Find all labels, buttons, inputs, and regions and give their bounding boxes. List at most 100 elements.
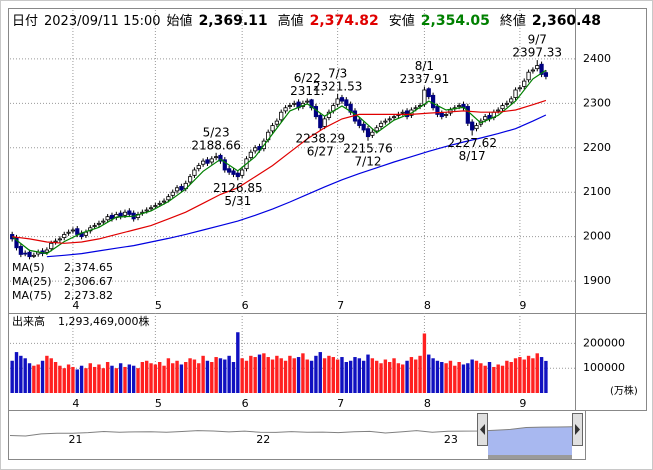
volume-bar xyxy=(361,360,366,393)
candle-body xyxy=(144,209,149,212)
x-tick-label: 4 xyxy=(72,397,79,410)
candle-body xyxy=(530,69,536,72)
volume-bar xyxy=(179,364,184,393)
header-value: 2,369.11 xyxy=(198,13,268,29)
volume-bar xyxy=(388,362,392,393)
candle-body xyxy=(465,106,470,124)
candle-body xyxy=(227,168,232,173)
volume-bar xyxy=(27,363,32,393)
volume-title: 出来高 xyxy=(12,314,45,328)
volume-bar xyxy=(487,362,492,393)
x-tick-label: 8 xyxy=(424,299,431,312)
volume-bar xyxy=(531,358,535,393)
candle-body xyxy=(339,97,345,102)
candle-body xyxy=(240,169,245,176)
volume-bar xyxy=(197,363,201,393)
quote-header: 日付 2023/09/11 15:00 始値 2,369.11 高値 2,374.82 安値… xyxy=(12,10,605,29)
candle-body xyxy=(365,128,371,138)
header-label: 高値 xyxy=(277,14,304,29)
volume-bar xyxy=(409,357,414,393)
annotation-date: 8/1 xyxy=(415,59,434,73)
volume-bar xyxy=(10,360,14,393)
volume-bar xyxy=(505,360,509,393)
annotation-value: 2397.33 xyxy=(512,46,562,60)
y-tick-label: 200000 xyxy=(583,336,625,349)
handle-arrow xyxy=(480,424,485,435)
candle-body xyxy=(66,231,71,234)
annotation-value: 2227.62 xyxy=(447,136,497,150)
candle-body xyxy=(187,176,193,183)
candle-body xyxy=(75,228,80,235)
x-tick-label: 6 xyxy=(242,397,249,410)
volume-bar xyxy=(62,368,66,393)
volume-bar xyxy=(45,355,49,393)
volume-bar xyxy=(88,363,92,393)
legend-value: 2,306.67 xyxy=(64,275,113,288)
x-tick-label: 6 xyxy=(242,299,249,312)
candle-body xyxy=(444,114,449,116)
candle-body xyxy=(253,147,258,152)
header-label: 安値 xyxy=(388,14,415,29)
candle-body xyxy=(179,186,184,191)
legend-name: MA(25) xyxy=(12,275,52,288)
candle-body xyxy=(157,202,162,205)
volume-bar xyxy=(23,358,27,393)
candle-body xyxy=(305,100,310,103)
candle-body xyxy=(504,102,509,105)
volume-bar xyxy=(223,359,227,393)
volume-bar xyxy=(53,362,58,393)
volume-bar xyxy=(149,363,153,393)
volume-bar xyxy=(513,358,518,393)
navigator-area xyxy=(488,426,572,455)
volume-bar xyxy=(509,362,513,393)
candle-body xyxy=(344,99,349,106)
candle-body xyxy=(196,165,201,170)
candle-body xyxy=(192,169,197,176)
volume-bar xyxy=(461,364,466,393)
volume-bar xyxy=(118,363,123,393)
candle-body xyxy=(430,94,436,109)
volume-bar xyxy=(292,358,296,393)
ma-line xyxy=(12,99,547,244)
ma-line xyxy=(46,114,547,258)
annotation-date: 9/7 xyxy=(528,33,547,47)
candle-body xyxy=(101,220,106,223)
annotation-value: 2188.66 xyxy=(191,138,241,152)
volume-bar xyxy=(353,357,357,393)
annotation-value: 2238.29 xyxy=(295,131,345,145)
volume-bar xyxy=(453,365,457,393)
ma-line xyxy=(11,69,547,255)
volume-bar xyxy=(231,362,236,393)
volume-bar xyxy=(427,354,431,393)
x-tick-label: 22 xyxy=(256,433,270,446)
volume-bar xyxy=(535,353,539,393)
header-label: 始値 xyxy=(166,14,193,29)
volume-bar xyxy=(318,352,322,393)
x-tick-label: 21 xyxy=(69,433,83,446)
volume-bar xyxy=(301,353,305,393)
candle-body xyxy=(357,119,362,126)
candle-body xyxy=(496,109,501,112)
volume-bar xyxy=(357,358,362,393)
candle-body xyxy=(27,251,32,258)
candle-body xyxy=(483,116,488,121)
candle-body xyxy=(422,89,427,105)
unit-label: (万株) xyxy=(610,384,638,397)
volume-bar xyxy=(305,359,309,393)
volume-bar xyxy=(210,362,214,393)
volume-bar xyxy=(158,362,162,393)
volume-bar xyxy=(71,366,75,393)
candle-body xyxy=(322,118,327,127)
volume-bar xyxy=(370,358,375,393)
annotation-date: 8/17 xyxy=(459,149,486,163)
volume-bar xyxy=(257,354,262,393)
volume-bar xyxy=(518,357,522,393)
y-tick-label: 2000 xyxy=(583,230,611,243)
candle-body xyxy=(391,116,397,119)
candle-body xyxy=(270,125,275,132)
candle-body xyxy=(153,205,158,207)
volume-bar xyxy=(483,365,487,393)
annotation-date: 7/12 xyxy=(355,154,382,168)
